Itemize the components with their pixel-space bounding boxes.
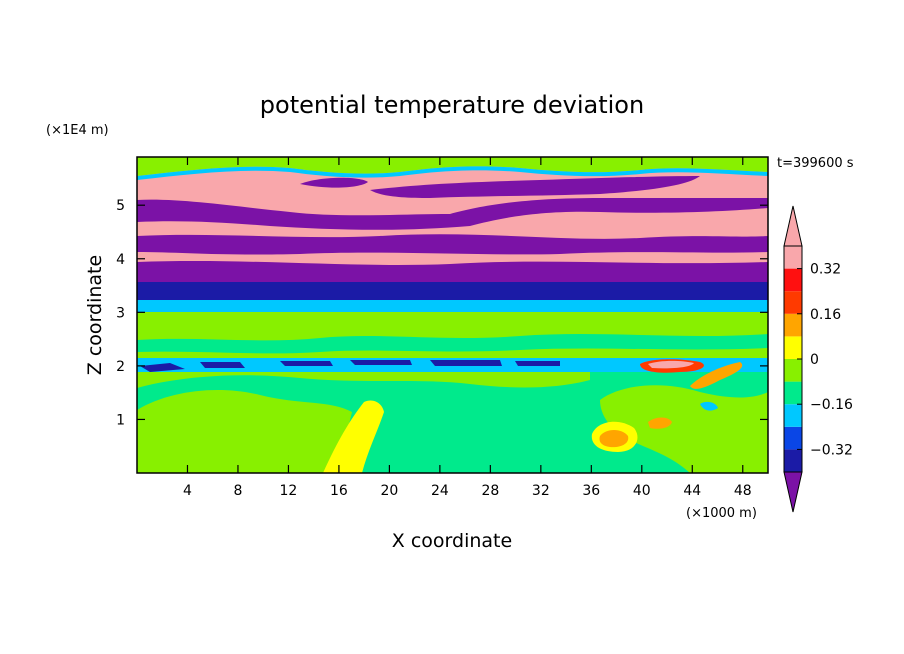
time-label: t=399600 s <box>777 156 854 171</box>
y-ticks: 1 2 3 4 5 <box>116 198 768 428</box>
colorbar-ticks: 0.32 0.16 0 −0.16 −0.32 <box>797 262 853 458</box>
x-tick-label: 48 <box>734 483 752 499</box>
top-blue-edge <box>137 166 768 180</box>
positive-patch <box>648 417 672 429</box>
colorbar-tick-label: 0 <box>810 352 819 368</box>
x-tick-label: 44 <box>683 483 701 499</box>
upper-negative-layer <box>137 198 768 230</box>
upper-negative-blob <box>300 177 368 188</box>
weak-positive-patch <box>137 390 352 473</box>
upper-negative-layer <box>137 261 768 282</box>
colorbar-band <box>784 381 802 405</box>
top-green-cap <box>137 157 768 176</box>
positive-plume <box>323 400 384 473</box>
colorbar-tick-label: 0.32 <box>810 262 841 278</box>
x-tick-label: 16 <box>330 483 348 499</box>
upper-negative-layer <box>137 234 768 255</box>
x-tick-label: 4 <box>183 483 192 499</box>
upper-deep-negative <box>137 282 768 300</box>
x-ticks: 4 8 12 16 20 24 28 32 36 40 44 48 <box>183 157 752 499</box>
colorbar-band <box>784 313 802 337</box>
upper-negative-layer <box>370 176 700 198</box>
weak-positive-patch <box>600 385 768 473</box>
colorbar-top-arrow <box>783 205 803 247</box>
contour-field <box>137 157 768 473</box>
colorbar-band <box>784 291 802 314</box>
colorbar-bottom-arrow <box>783 471 803 513</box>
x-tick-label: 20 <box>380 483 398 499</box>
y-tick-label: 1 <box>116 412 125 428</box>
y-axis-label: Z coordinate <box>84 255 106 375</box>
y-unit-label: (×1E4 m) <box>46 123 109 138</box>
y-tick-label: 4 <box>116 252 125 268</box>
negative-streaks <box>140 360 560 372</box>
colorbar-tick-label: 0.16 <box>810 307 841 323</box>
colorbar-tick-label: −0.32 <box>810 442 853 458</box>
positive-blob-core <box>599 430 629 448</box>
plot-frame <box>136 156 769 474</box>
x-tick-label: 28 <box>481 483 499 499</box>
colorbar-band <box>784 246 802 269</box>
positive-streak-outer <box>648 360 694 369</box>
x-tick-label: 24 <box>431 483 449 499</box>
upper-transition <box>137 300 768 312</box>
colorbar-band <box>784 426 802 450</box>
y-tick-label: 5 <box>116 198 125 214</box>
y-tick-label: 2 <box>116 359 125 375</box>
x-tick-label: 32 <box>532 483 550 499</box>
mid-green-band <box>137 334 768 354</box>
chart-title: potential temperature deviation <box>260 91 644 119</box>
x-tick-label: 12 <box>280 483 298 499</box>
y-tick-label: 3 <box>116 305 125 321</box>
negative-patch <box>700 401 718 411</box>
colorbar-band <box>784 268 802 292</box>
colorbar-band <box>784 404 802 427</box>
x-tick-label: 8 <box>233 483 242 499</box>
colorbar-tick-label: −0.16 <box>810 397 853 413</box>
colorbar-band <box>784 449 802 472</box>
positive-streak <box>690 362 743 389</box>
colorbar <box>783 205 803 513</box>
colorbar-band <box>784 336 802 359</box>
x-axis-label: X coordinate <box>392 530 512 552</box>
x-tick-label: 36 <box>582 483 600 499</box>
colorbar-band <box>784 359 802 382</box>
x-unit-label: (×1000 m) <box>686 506 757 521</box>
x-tick-label: 40 <box>633 483 651 499</box>
